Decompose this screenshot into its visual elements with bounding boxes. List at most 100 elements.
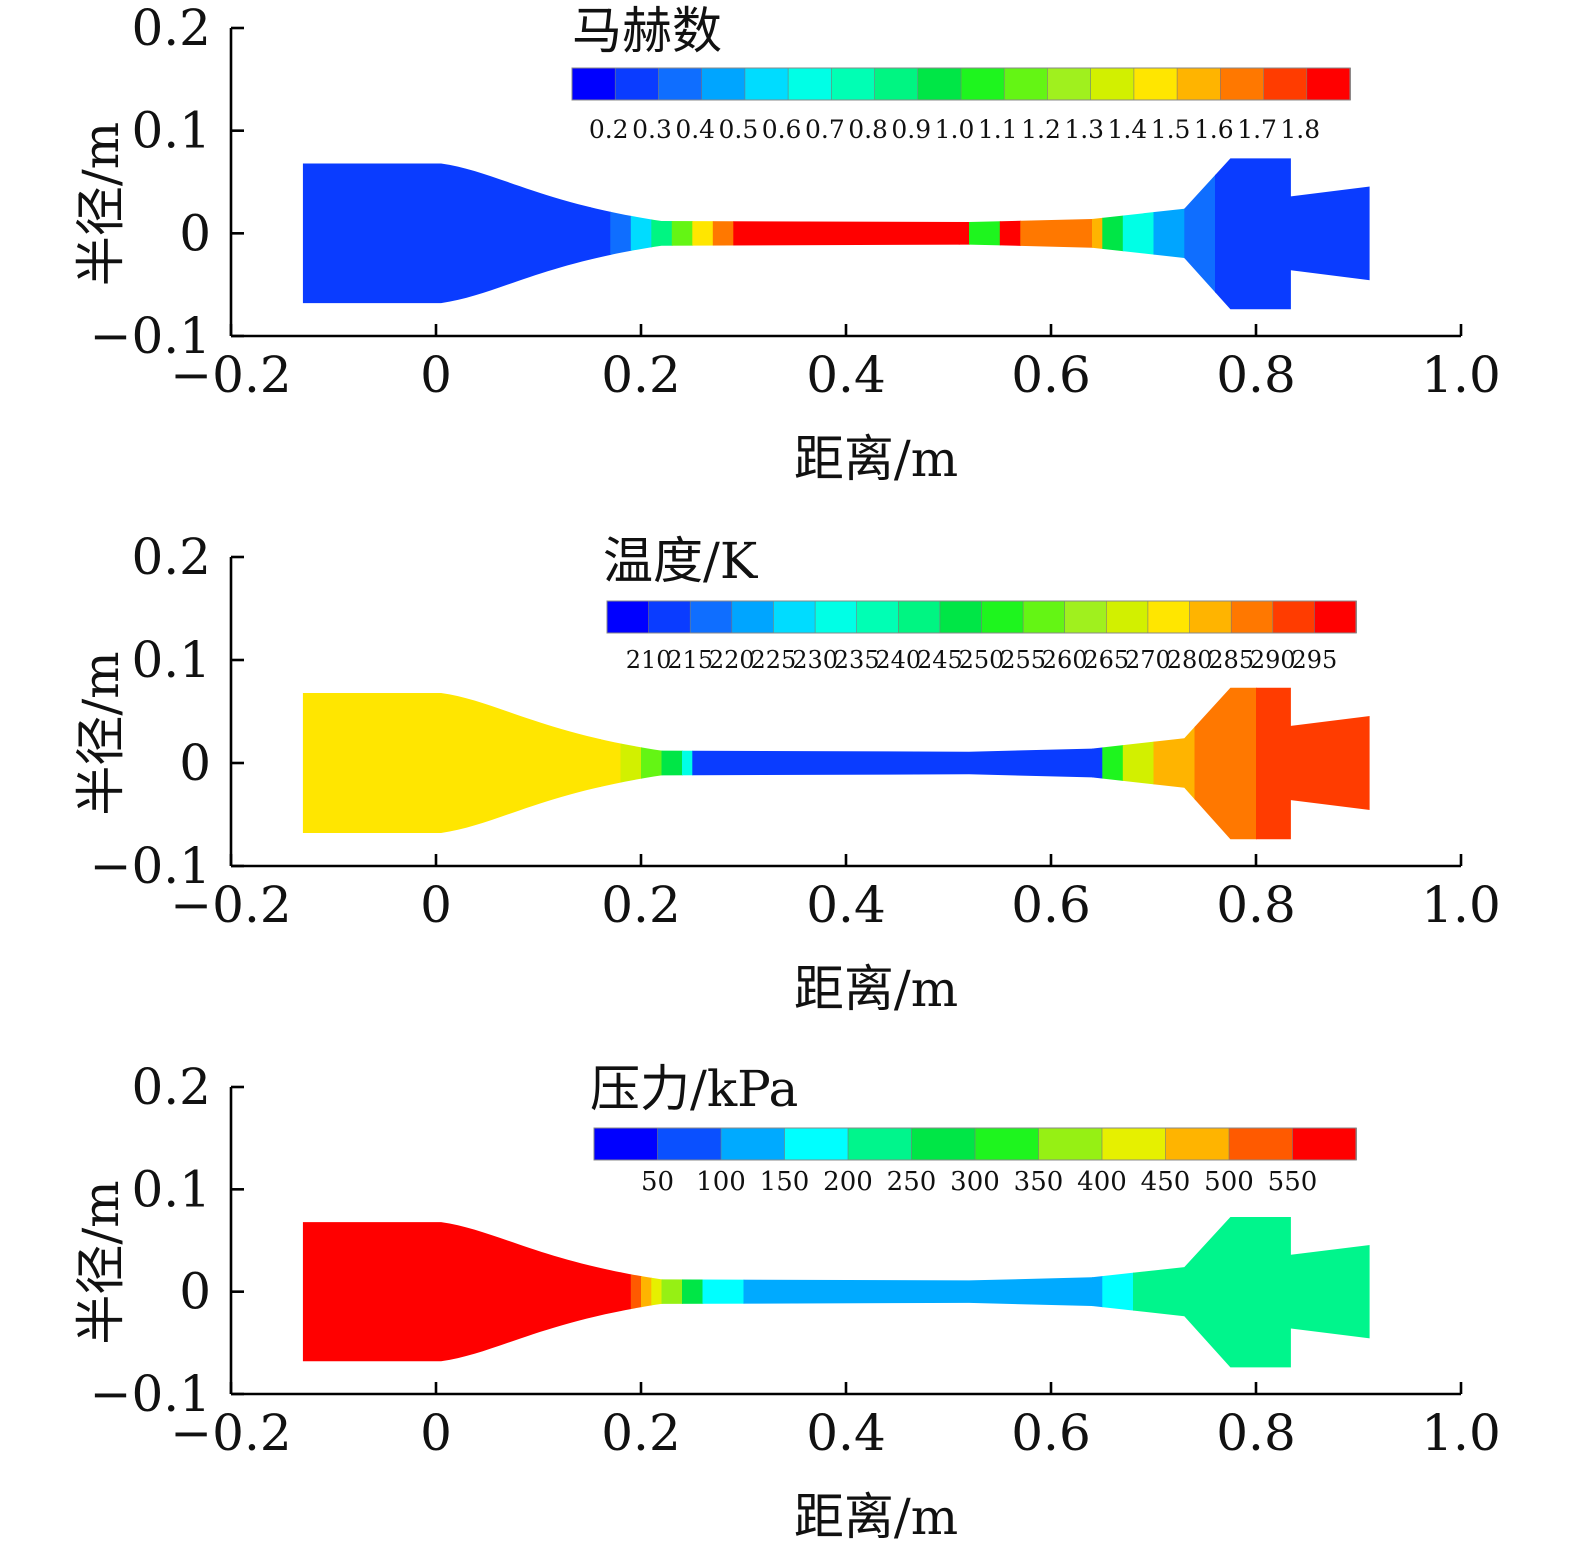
panel-1: −0.2 0 0.2 0.4 0.6 0.8 1.0 0.2 0.1 0 −0.1 距离/m 半径/m 0…: [72, 0, 1501, 488]
field-band: [661, 1217, 683, 1368]
colorbar-tick-label: 210: [626, 646, 672, 674]
colorbar-swatch: [787, 67, 833, 101]
field-band: [712, 158, 735, 310]
colorbar-swatch: [1106, 600, 1149, 634]
field-band: [302, 687, 601, 840]
colorbar-tick-label: 300: [950, 1167, 1000, 1197]
y-tick-label: 0.1: [131, 102, 211, 160]
field-band: [1133, 1217, 1370, 1368]
colorbar-swatch: [814, 600, 858, 634]
colorbar-swatch: [720, 1127, 786, 1161]
colorbar-swatch: [1003, 67, 1049, 101]
colorbar-tick-label: 1.6: [1194, 115, 1234, 144]
colorbar-swatch: [1064, 600, 1108, 634]
x-tick-label: 0.4: [806, 876, 886, 934]
colorbar-tick-label: 550: [1268, 1167, 1318, 1197]
colorbar-swatch: [1101, 1127, 1167, 1161]
colorbar-swatch: [1047, 67, 1092, 101]
colorbar-swatch: [606, 600, 650, 634]
colorbar-swatch: [648, 600, 692, 634]
colorbar-swatch: [689, 600, 733, 634]
y-tick-label: 0.1: [131, 631, 211, 689]
colorbar-tick-label: 150: [760, 1167, 810, 1197]
field-band: [958, 158, 970, 310]
colorbar-swatch: [658, 67, 703, 101]
field-band: [1153, 158, 1186, 310]
colorbar-tick-label: 255: [1000, 646, 1046, 674]
y-tick-label: 0.2: [131, 528, 211, 586]
colorbar-tick-label: 295: [1291, 646, 1337, 674]
colorbar-tick-label: 1.8: [1280, 115, 1320, 144]
x-axis-title: 距离/m: [794, 960, 958, 1018]
y-tick-label: 0: [179, 1263, 211, 1321]
field-band: [1102, 1217, 1134, 1368]
x-tick-label: 0: [420, 876, 452, 934]
colorbar-tick-label: 50: [641, 1167, 674, 1197]
x-tick-label: 0.6: [1011, 876, 1091, 934]
colorbar-tick-label: 250: [887, 1167, 937, 1197]
field-band: [1122, 158, 1155, 310]
field-band: [682, 687, 694, 840]
field-band: [682, 1217, 704, 1368]
y-axis-title: 半径/m: [72, 122, 130, 286]
colorbar-swatch: [1022, 600, 1066, 634]
colorbar-tick-label: 1.2: [1021, 115, 1061, 144]
field-band: [1153, 687, 1196, 840]
field-band: [302, 1217, 622, 1368]
colorbar-tick-label: 230: [792, 646, 838, 674]
colorbar-tick-label: 1.0: [935, 115, 975, 144]
colorbar-tick-label: 0.3: [632, 115, 672, 144]
colorbar-tick-label: 1.7: [1237, 115, 1277, 144]
field-band: [302, 158, 591, 310]
colorbar-tick-label: 0.8: [848, 115, 888, 144]
field-band: [671, 158, 694, 310]
field-band: [589, 158, 612, 310]
y-tick-label: −0.1: [90, 307, 211, 365]
colorbar-tick-label: 240: [875, 646, 921, 674]
colorbar-swatch: [830, 67, 876, 101]
y-tick-label: 0: [179, 734, 211, 792]
x-tick-label: 0.6: [1011, 346, 1091, 404]
panel-2: −0.2 0 0.2 0.4 0.6 0.8 1.0 0.2 0.1 0 −0.1 距离/m 半径/m 2…: [72, 528, 1501, 1018]
colorbar-swatch: [1165, 1127, 1230, 1161]
field-band: [630, 1217, 642, 1368]
x-tick-label: 0.2: [601, 346, 681, 404]
colorbar-tick-label: 1.3: [1064, 115, 1104, 144]
colorbar-swatch: [939, 600, 983, 634]
field-band: [641, 687, 663, 840]
field-band: [1102, 158, 1124, 310]
colorbar-swatch: [614, 67, 660, 101]
x-tick-label: 0.2: [601, 876, 681, 934]
colorbar-swatch: [1090, 67, 1135, 101]
y-tick-label: 0.2: [131, 1058, 211, 1116]
colorbar-tick-label: 220: [709, 646, 755, 674]
flow-field: [302, 687, 1370, 840]
field-band: [743, 1217, 1093, 1368]
colorbar-tick-label: 0.4: [675, 115, 715, 144]
field-band: [651, 1217, 663, 1368]
x-tick-label: 1.0: [1421, 1404, 1501, 1462]
y-tick-label: 0: [179, 204, 211, 262]
colorbar-title: 压力/kPa: [590, 1060, 798, 1118]
colorbar-tick-label: 245: [917, 646, 963, 674]
panel-3: −0.2 0 0.2 0.4 0.6 0.8 1.0 0.2 0.1 0 −0.1 距离/m 半径/m 5…: [72, 1058, 1501, 1546]
field-band: [1194, 687, 1257, 840]
x-tick-label: 1.0: [1421, 876, 1501, 934]
colorbar-tick-label: 1.5: [1151, 115, 1191, 144]
field-band: [692, 687, 1093, 840]
field-band: [692, 158, 714, 310]
colorbar-swatch: [1038, 1127, 1103, 1161]
colorbar-tick-label: 400: [1077, 1167, 1127, 1197]
colorbar-swatch: [1133, 67, 1179, 101]
colorbar-swatch: [701, 67, 746, 101]
colorbar-swatch: [731, 600, 775, 634]
colorbar-swatch: [911, 1127, 976, 1161]
colorbar-tick-label: 265: [1083, 646, 1129, 674]
colorbar-swatch: [1272, 600, 1316, 634]
colorbar-frame: [606, 600, 1357, 634]
x-tick-label: 0.4: [806, 1404, 886, 1462]
colorbar-swatch: [917, 67, 962, 101]
colorbar-tick-label: 270: [1125, 646, 1171, 674]
colorbar-tick-label: 0.2: [589, 115, 629, 144]
y-axis-title: 半径/m: [72, 1180, 130, 1344]
